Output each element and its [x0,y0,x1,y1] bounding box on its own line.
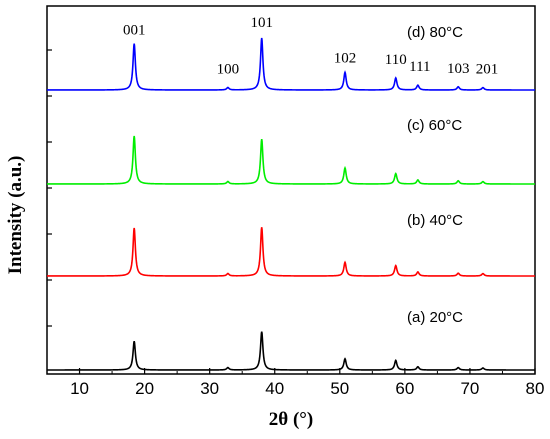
peak-label-100: 100 [217,62,240,78]
x-tick-label: 80 [526,379,545,398]
ticks-layer: 10 20 30 40 50 60 70 80 [46,49,545,398]
curve-label-4: (d) 80°C [407,24,463,41]
curve-label-2: (b) 40°C [407,212,463,229]
series-line-2 [47,227,535,277]
peak-label-103: 103 [447,61,470,77]
series-line-3 [47,135,535,185]
curve-label-3: (c) 60°C [407,117,462,134]
y-axis-title: Intensity (a.u.) [5,156,26,275]
peak-labels: 001 100 101 102 110 111 103 201 [123,15,498,78]
peak-label-110: 110 [385,52,407,68]
peak-label-001: 001 [123,23,146,39]
peak-label-111: 111 [409,59,430,75]
x-tick-label: 70 [460,379,479,398]
x-tick-label: 40 [265,379,284,398]
x-axis-title: 2θ (°) [269,409,313,430]
x-tick-label: 60 [395,379,414,398]
x-tick-label: 50 [330,379,349,398]
x-tick-label: 10 [70,379,89,398]
peak-label-201: 201 [476,62,499,78]
plot-border [46,5,536,375]
x-tick-label: 30 [200,379,219,398]
x-tick-label: 20 [135,379,154,398]
series-layer [47,37,535,371]
series-line-4 [47,37,535,91]
series-line-1 [47,331,535,371]
plot-frame [46,5,536,375]
peak-label-101: 101 [250,15,273,31]
peak-label-102: 102 [334,50,357,66]
curve-label-1: (a) 20°C [407,309,463,326]
curve-labels: (a) 20°C (b) 40°C (c) 60°C (d) 80°C [407,24,463,326]
